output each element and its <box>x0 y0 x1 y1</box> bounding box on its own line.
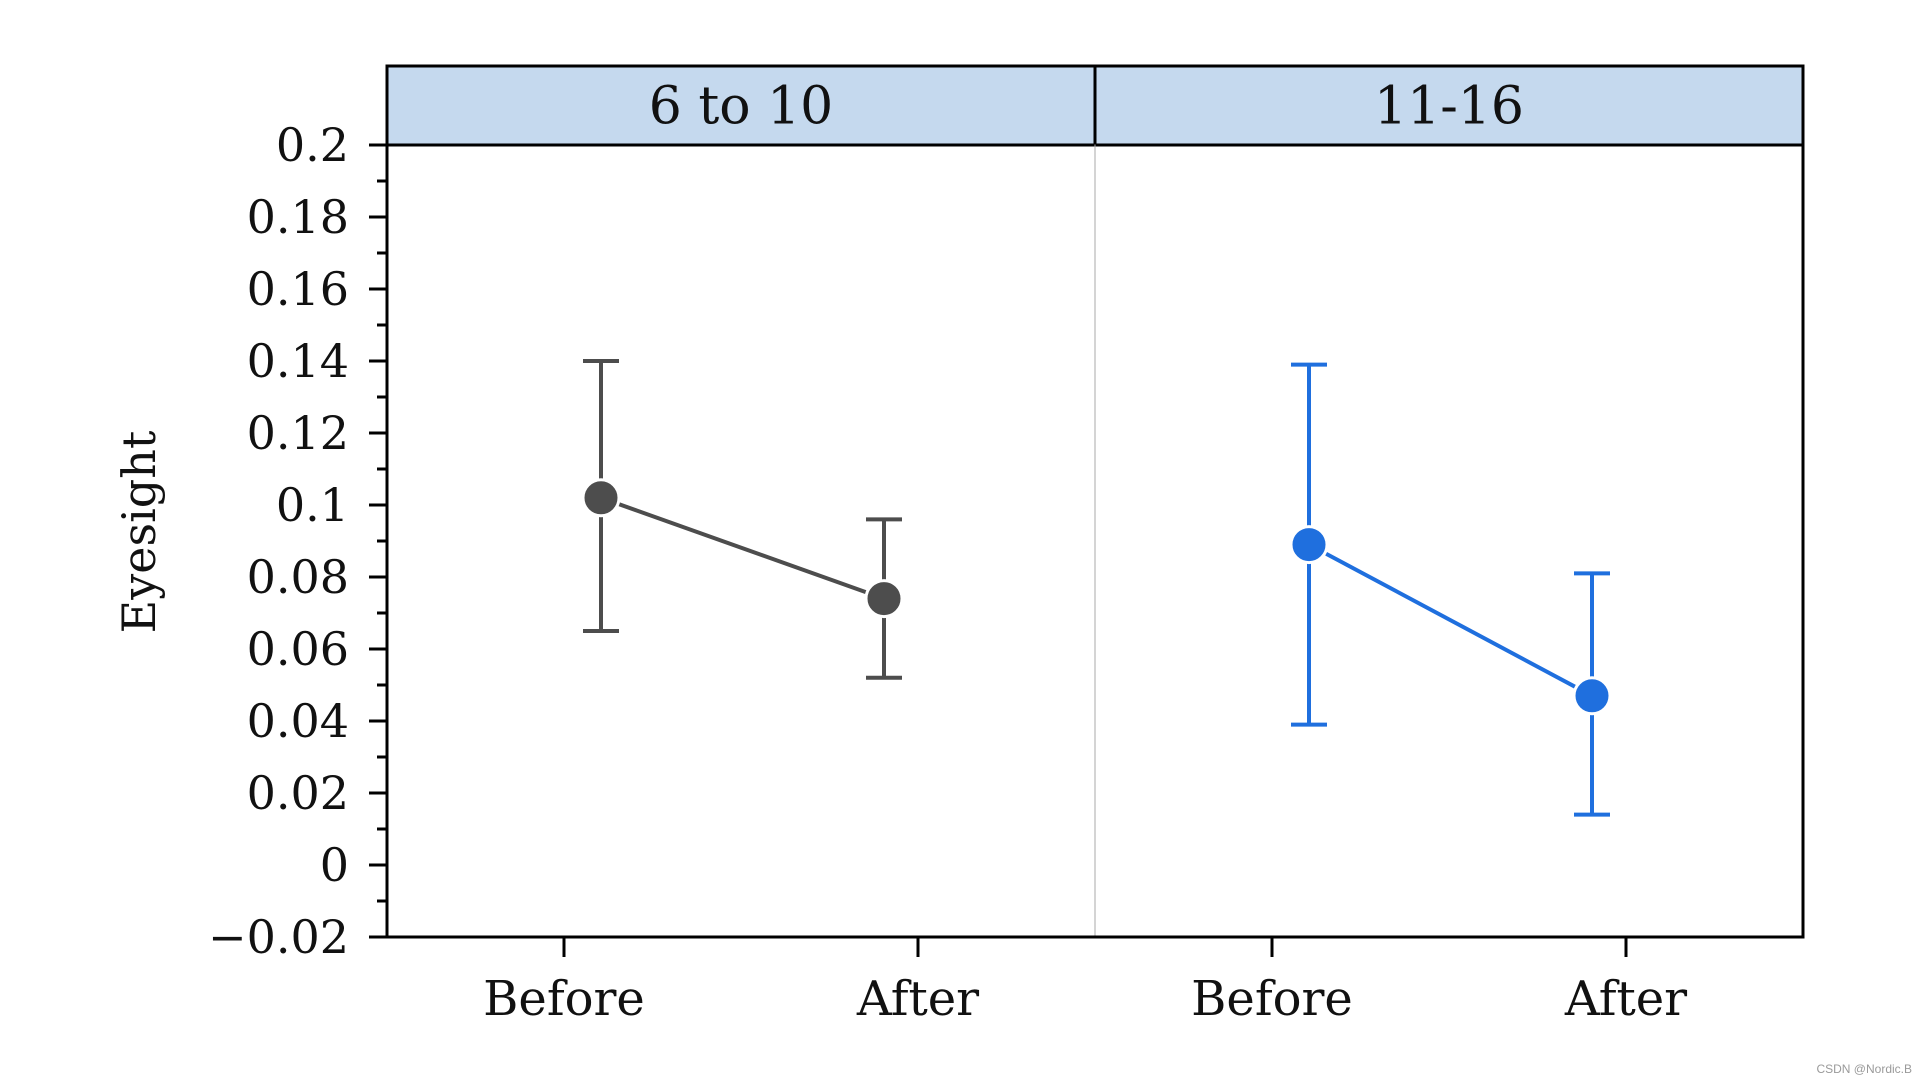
x-tick-label: Before <box>1191 971 1353 1027</box>
watermark: CSDN @Nordic.B <box>1816 1062 1912 1076</box>
y-tick-label: 0.14 <box>247 334 349 388</box>
y-axis-title: Eyesight <box>112 430 166 633</box>
facet-strip <box>387 66 1095 145</box>
y-tick-label: 0.12 <box>247 406 349 460</box>
series-line <box>600 495 885 601</box>
y-tick-label: 0.2 <box>276 118 349 172</box>
y-tick-label: 0.18 <box>247 190 349 244</box>
y-tick-label: 0.06 <box>247 622 349 676</box>
x-tick-label: After <box>856 971 979 1027</box>
data-point <box>581 478 621 518</box>
y-tick-label: 0.08 <box>247 550 349 604</box>
data-point <box>864 579 904 619</box>
facet-strip-label: 6 to 10 <box>649 77 834 137</box>
y-tick-label: 0.04 <box>247 694 349 748</box>
x-tick-label: Before <box>483 971 645 1027</box>
y-tick-label: −0.02 <box>208 910 349 964</box>
x-tick-label: After <box>1564 971 1687 1027</box>
facet-strip <box>1095 66 1803 145</box>
facet-strip-label: 11-16 <box>1374 77 1524 137</box>
data-point <box>1572 676 1612 716</box>
y-tick-label: 0.02 <box>247 766 349 820</box>
y-tick-label: 0.16 <box>247 262 349 316</box>
data-point <box>1289 525 1329 565</box>
y-tick-label: 0 <box>320 838 349 892</box>
y-tick-label: 0.1 <box>276 478 349 532</box>
series-line <box>1308 542 1593 698</box>
